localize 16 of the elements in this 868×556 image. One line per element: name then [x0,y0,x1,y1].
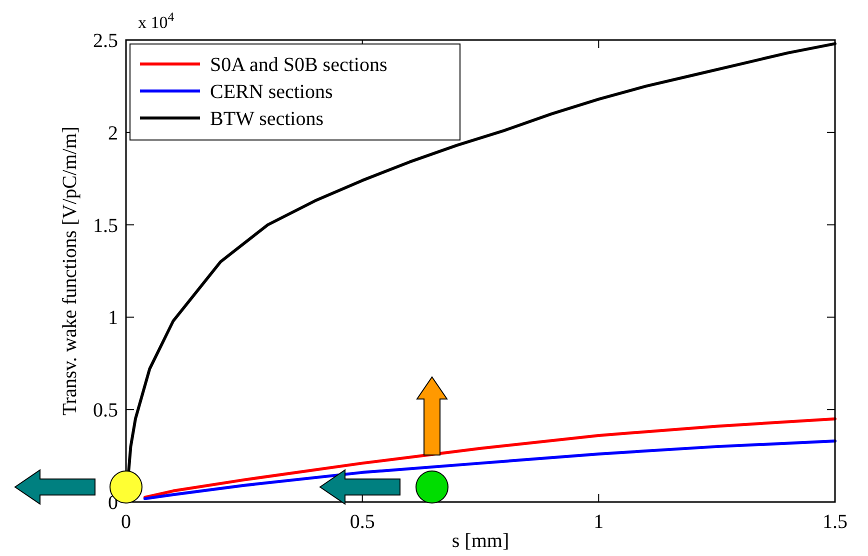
line-series [143,417,836,499]
text: x 10$^{4}$ [138,10,175,32]
y-tick-label: 0.5 [93,400,118,422]
x-tick-label: 1.5 [822,511,848,533]
legend-label: S0A and S0B sections [210,54,388,76]
line-series [143,440,836,500]
x-tick-label: 1 [594,511,604,533]
y-tick-label: 2.5 [93,30,118,52]
y-tick-label: 1.5 [93,214,118,237]
x-axis-title: s [mm] [452,530,510,552]
x-tick-label: 0.5 [350,511,375,533]
y-axis-title: Transv. wake functions [V/pC/m/m] [59,126,81,416]
y-tick-label: 1 [108,307,118,330]
y-tick-label: 2 [108,122,118,144]
legend-label: CERN sections [210,81,333,103]
legend-label: BTW sections [210,108,324,130]
